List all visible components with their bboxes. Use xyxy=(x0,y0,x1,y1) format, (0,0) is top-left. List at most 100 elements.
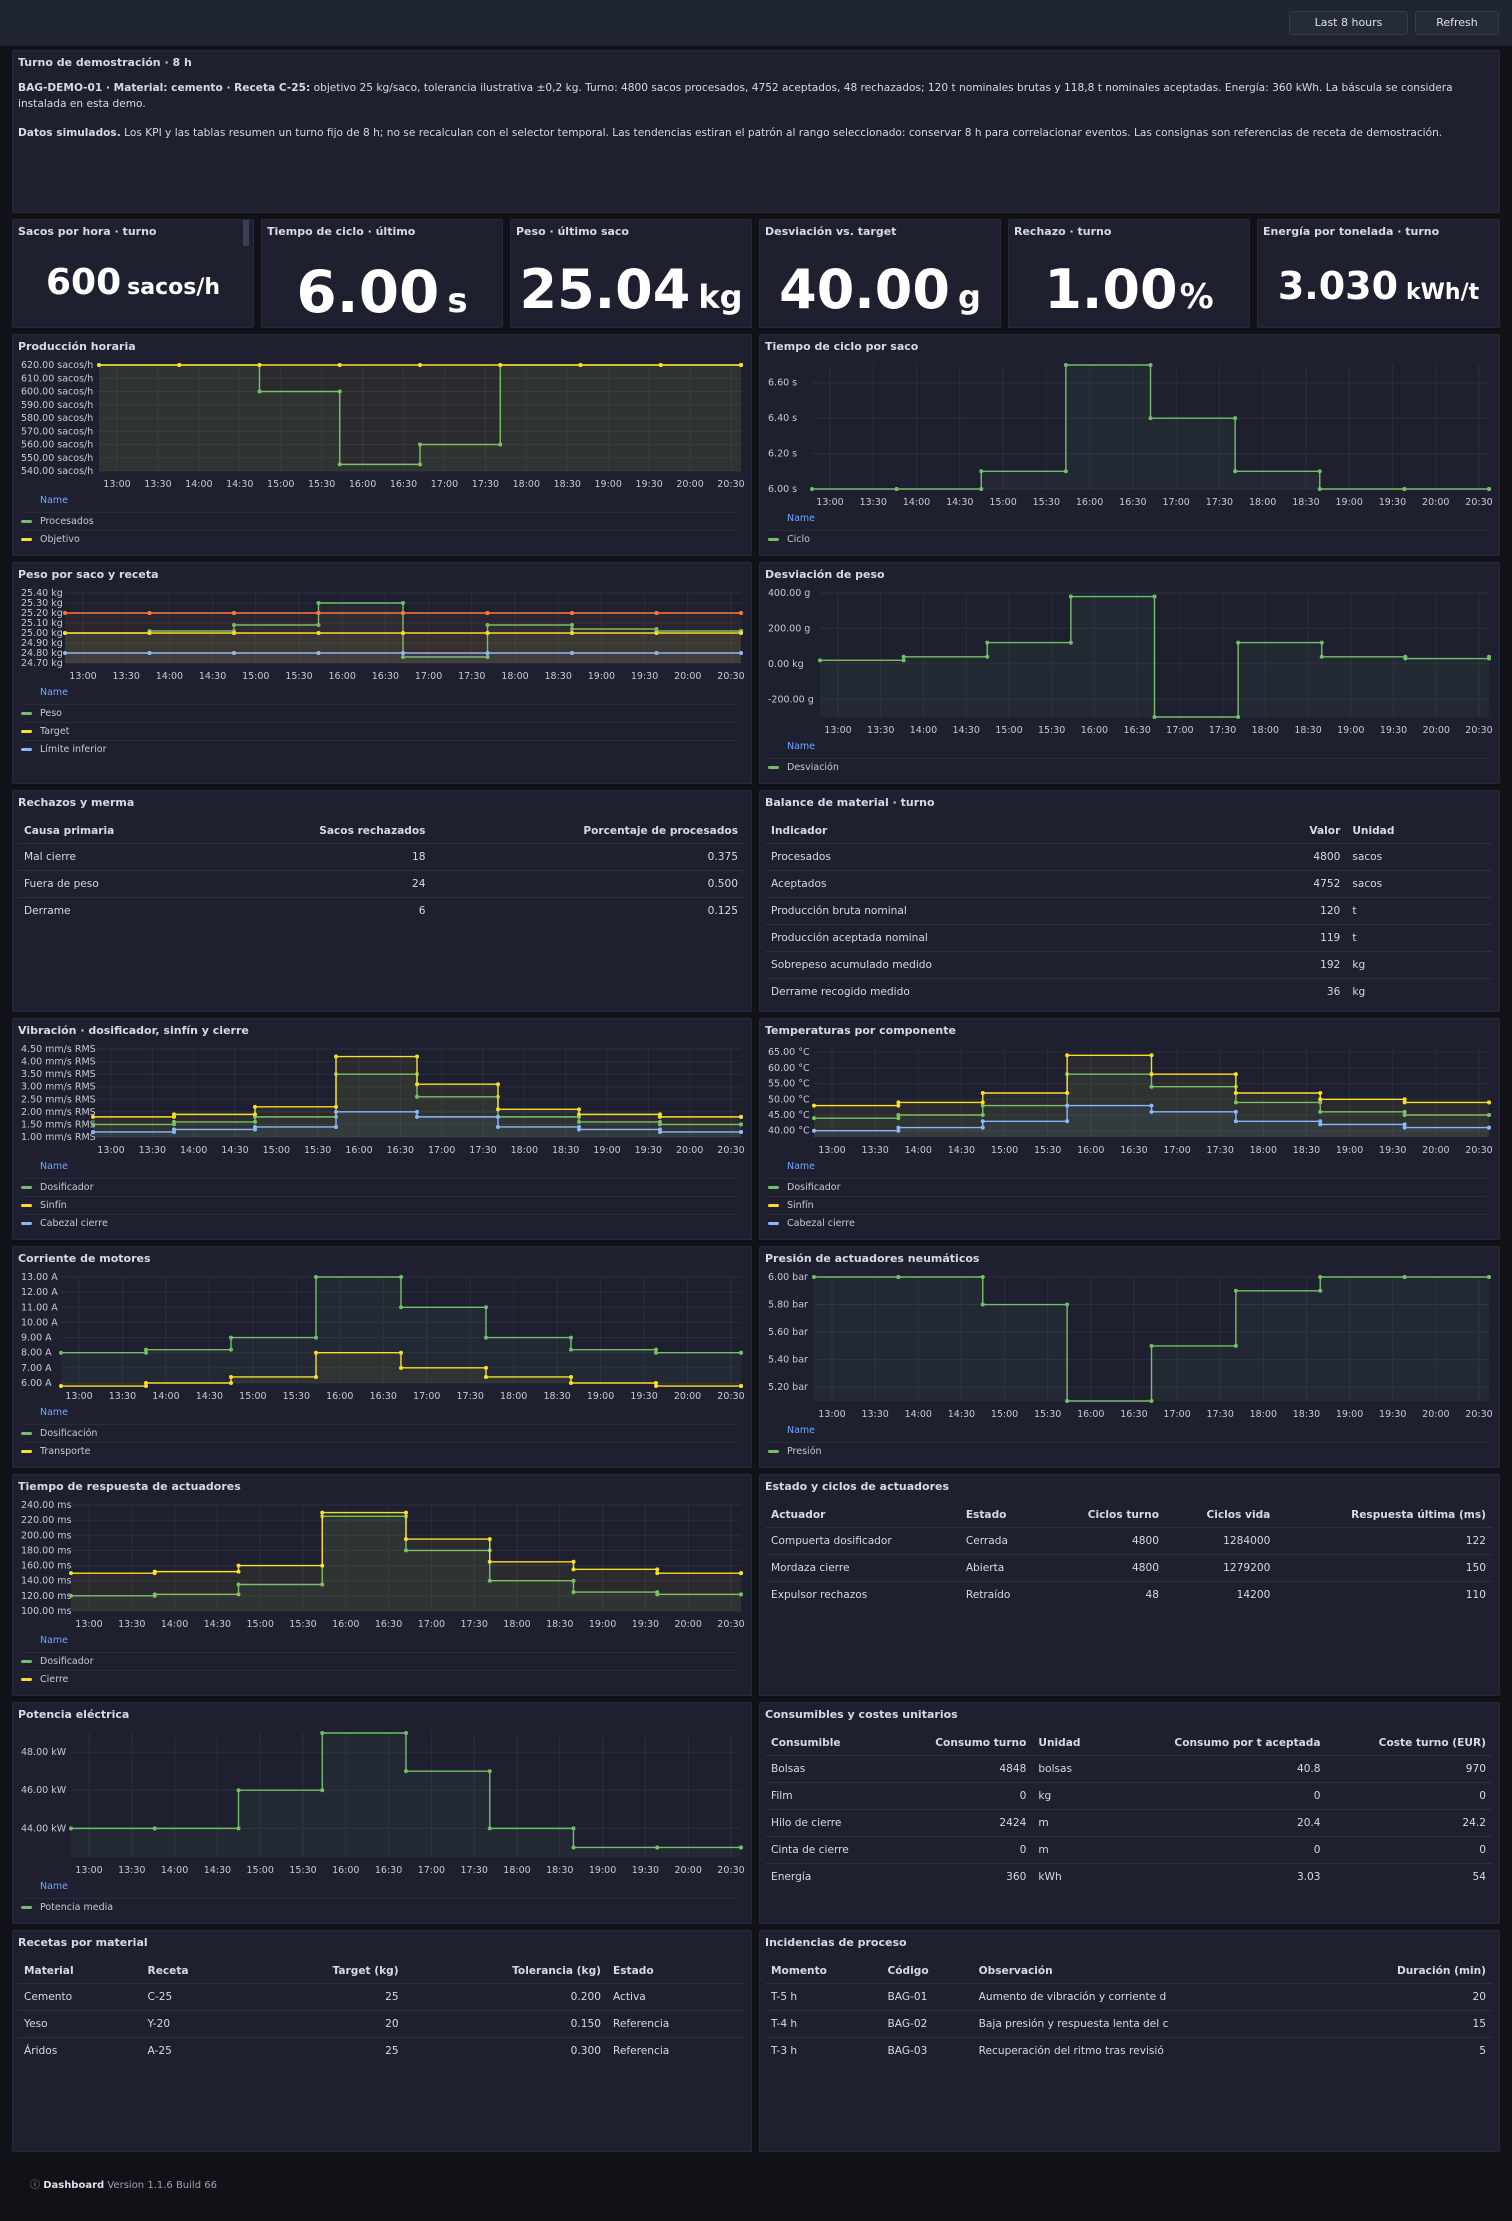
chart-svg[interactable]: 13.00 A 12.00 A 11.00 A 10.00 A 9.00 A 8.00 A… xyxy=(13,1247,751,1467)
data-point[interactable] xyxy=(569,1335,573,1340)
data-point[interactable] xyxy=(1236,640,1241,645)
data-point[interactable] xyxy=(485,611,490,615)
data-point[interactable] xyxy=(901,658,906,663)
series-line[interactable] xyxy=(61,1276,741,1354)
column-header[interactable]: Estado xyxy=(965,1508,1007,1521)
data-point[interactable] xyxy=(1068,594,1073,599)
legend-item[interactable]: Dosificador xyxy=(768,1178,1487,1196)
column-header[interactable]: Consumo turno xyxy=(935,1736,1027,1749)
column-header[interactable]: Valor xyxy=(1309,824,1341,837)
data-point[interactable] xyxy=(1318,1091,1323,1095)
data-point[interactable] xyxy=(484,1335,488,1340)
data-point[interactable] xyxy=(232,611,236,615)
data-point[interactable] xyxy=(144,1381,148,1385)
data-point[interactable] xyxy=(1236,715,1241,719)
data-point[interactable] xyxy=(569,1381,573,1385)
data-point[interactable] xyxy=(316,651,321,655)
data-point[interactable] xyxy=(147,611,152,615)
data-point[interactable] xyxy=(144,1347,148,1352)
data-point[interactable] xyxy=(1149,1072,1154,1077)
data-point[interactable] xyxy=(654,631,659,635)
data-point[interactable] xyxy=(337,462,342,467)
data-point[interactable] xyxy=(404,1769,408,1774)
data-point[interactable] xyxy=(485,623,490,627)
legend-header[interactable]: Name xyxy=(787,513,816,524)
data-point[interactable] xyxy=(236,1592,241,1597)
data-point[interactable] xyxy=(236,1563,241,1568)
data-point[interactable] xyxy=(570,623,574,627)
data-point[interactable] xyxy=(1149,1399,1154,1403)
data-point[interactable] xyxy=(812,1128,816,1133)
data-point[interactable] xyxy=(1065,1091,1070,1095)
data-point[interactable] xyxy=(1319,640,1324,645)
data-point[interactable] xyxy=(496,1082,500,1087)
data-point[interactable] xyxy=(334,1109,338,1114)
chart-svg[interactable]: 6.60 s 6.40 s 6.20 s 6.00 s 13:00 13:30 14:00 1… xyxy=(760,335,1499,555)
data-point[interactable] xyxy=(1149,1053,1154,1058)
data-point[interactable] xyxy=(232,651,236,655)
data-point[interactable] xyxy=(739,1592,743,1597)
data-point[interactable] xyxy=(415,1109,419,1114)
data-point[interactable] xyxy=(1402,1100,1407,1105)
legend-item[interactable]: Límite inferior xyxy=(21,740,739,758)
data-point[interactable] xyxy=(1318,1119,1323,1124)
data-point[interactable] xyxy=(980,1119,985,1124)
legend-header[interactable]: Name xyxy=(40,495,69,506)
data-point[interactable] xyxy=(1487,1125,1491,1130)
data-point[interactable] xyxy=(337,363,342,367)
data-point[interactable] xyxy=(418,442,422,447)
data-point[interactable] xyxy=(1233,1288,1238,1293)
chart-svg[interactable]: 400.00 g 200.00 g 0.00 kg -200.00 g 13:00 13:… xyxy=(760,563,1499,783)
data-point[interactable] xyxy=(314,1335,318,1340)
data-point[interactable] xyxy=(69,1593,73,1598)
data-point[interactable] xyxy=(257,389,262,394)
refresh-button[interactable]: Refresh xyxy=(1415,11,1499,35)
data-point[interactable] xyxy=(232,623,236,627)
data-point[interactable] xyxy=(316,601,321,605)
column-header[interactable]: Duración (min) xyxy=(1396,1964,1486,1977)
data-point[interactable] xyxy=(654,1350,658,1355)
column-header[interactable]: Consumible xyxy=(771,1736,841,1749)
data-point[interactable] xyxy=(144,1384,148,1389)
time-range-picker[interactable]: Last 8 hours xyxy=(1289,11,1408,35)
data-point[interactable] xyxy=(812,1275,816,1279)
data-point[interactable] xyxy=(415,1082,419,1087)
data-point[interactable] xyxy=(152,1826,157,1831)
series-line[interactable] xyxy=(814,1104,1489,1132)
chart-svg[interactable]: 6.00 bar 5.80 bar 5.60 bar 5.40 bar 5.20 bar… xyxy=(760,1247,1499,1467)
data-point[interactable] xyxy=(655,1845,660,1850)
series-line[interactable] xyxy=(814,1054,1489,1107)
legend-item[interactable]: Potencia media xyxy=(21,1898,739,1916)
data-point[interactable] xyxy=(147,631,152,635)
data-point[interactable] xyxy=(1065,1103,1070,1108)
legend-item[interactable]: Dosificador xyxy=(21,1178,739,1196)
column-header[interactable]: Momento xyxy=(771,1964,827,1977)
data-point[interactable] xyxy=(1233,1343,1238,1348)
column-header[interactable]: Sacos rechazados xyxy=(319,824,426,837)
legend-item[interactable]: Peso xyxy=(21,704,739,722)
data-point[interactable] xyxy=(253,1112,257,1117)
data-point[interactable] xyxy=(896,1100,901,1105)
data-point[interactable] xyxy=(1318,1109,1323,1114)
data-point[interactable] xyxy=(979,469,984,474)
data-point[interactable] xyxy=(334,1124,338,1129)
data-point[interactable] xyxy=(1065,1399,1070,1403)
data-point[interactable] xyxy=(1318,1122,1323,1127)
data-point[interactable] xyxy=(320,1788,325,1793)
data-point[interactable] xyxy=(1065,1302,1070,1307)
data-point[interactable] xyxy=(314,1275,318,1279)
data-point[interactable] xyxy=(980,1113,985,1117)
data-point[interactable] xyxy=(577,1107,581,1112)
legend-item[interactable]: Target xyxy=(21,722,739,740)
series-line[interactable] xyxy=(812,364,1489,490)
data-point[interactable] xyxy=(232,631,236,635)
data-point[interactable] xyxy=(316,623,321,627)
data-point[interactable] xyxy=(316,611,321,615)
data-point[interactable] xyxy=(484,1305,488,1310)
data-point[interactable] xyxy=(985,640,990,645)
legend-header[interactable]: Name xyxy=(40,1881,69,1892)
legend-item[interactable]: Dosificador xyxy=(21,1652,739,1670)
data-point[interactable] xyxy=(1148,363,1153,367)
